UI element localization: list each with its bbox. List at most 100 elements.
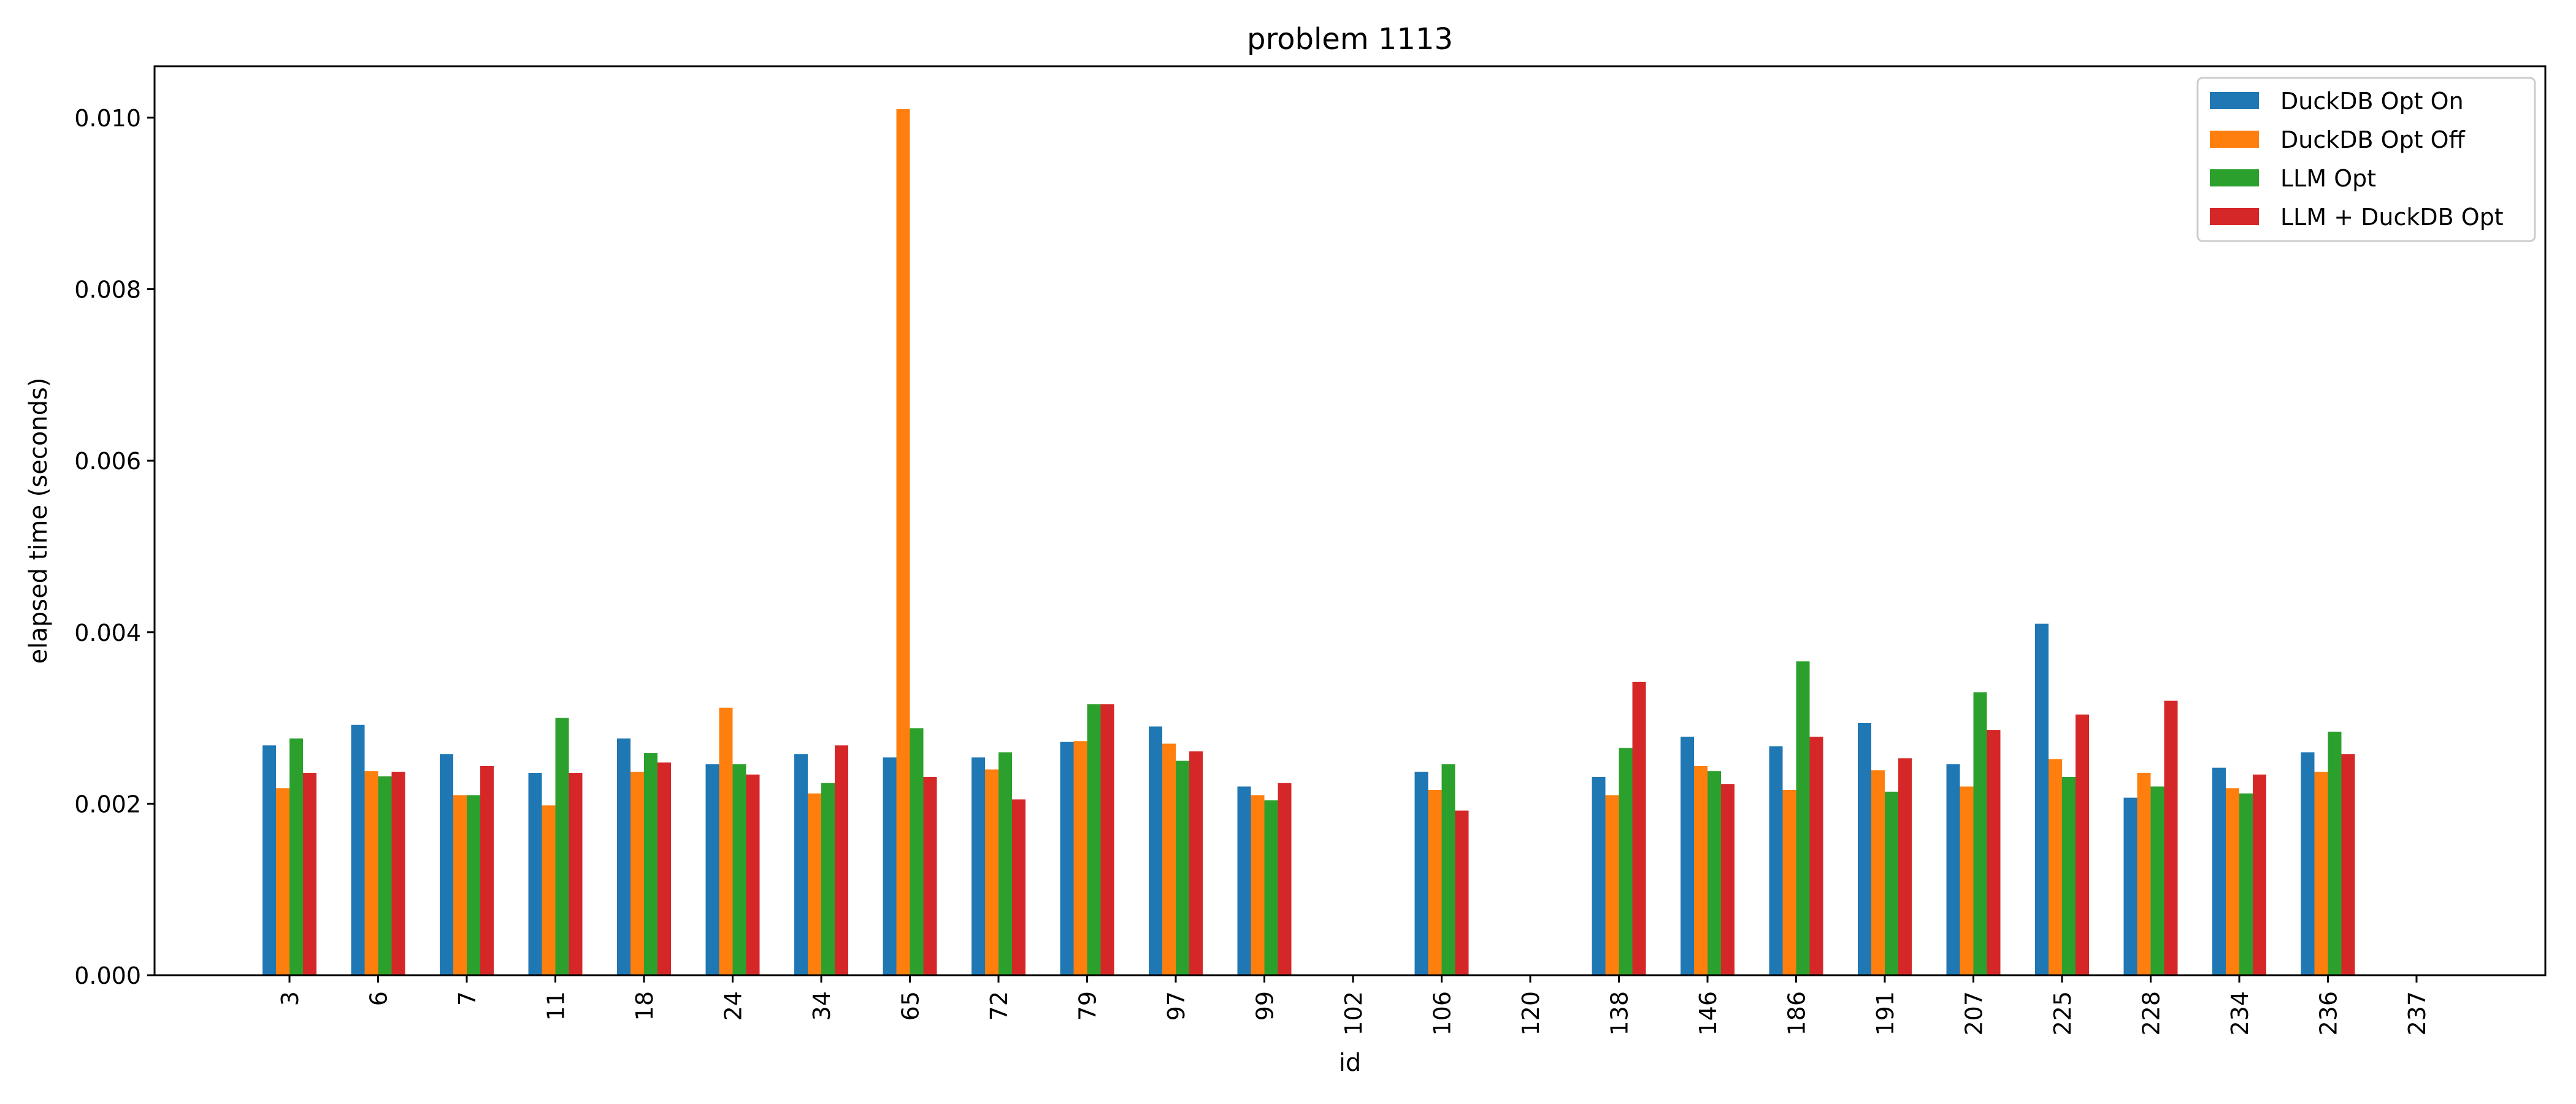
- x-tick-label: 106: [1429, 991, 1456, 1036]
- bar-6-series-4: [391, 772, 405, 975]
- bar-7-series-3: [467, 795, 480, 975]
- bar-207-series-1: [1946, 764, 1960, 975]
- bar-228-series-2: [2137, 773, 2151, 975]
- bar-99-series-4: [1278, 783, 1292, 975]
- bar-72-series-3: [999, 752, 1012, 975]
- bar-79-series-2: [1073, 741, 1087, 975]
- bar-236-series-3: [2328, 731, 2342, 975]
- bar-65-series-1: [883, 757, 897, 975]
- bar-138-series-2: [1605, 795, 1619, 975]
- legend: DuckDB Opt On DuckDB Opt Off LLM Opt LLM + …: [2196, 77, 2536, 242]
- bar-24-series-2: [719, 707, 733, 975]
- bar-6-series-3: [378, 776, 392, 975]
- bar-138-series-3: [1619, 748, 1633, 975]
- x-tick-label: 191: [1872, 991, 1899, 1036]
- x-tick-label: 237: [2404, 991, 2431, 1036]
- chart-title: problem 1113: [1247, 22, 1453, 56]
- bar-11-series-4: [569, 773, 583, 975]
- bar-18-series-2: [631, 772, 644, 975]
- legend-swatch: [2210, 92, 2259, 109]
- bar-191-series-3: [1885, 791, 1898, 975]
- bar-11-series-1: [528, 773, 542, 975]
- y-tick-label: 0.008: [74, 277, 141, 304]
- y-tick-label: 0.004: [74, 619, 141, 646]
- bar-234-series-3: [2239, 793, 2253, 975]
- bar-72-series-1: [972, 757, 985, 975]
- x-tick-label: 79: [1075, 991, 1102, 1021]
- bar-3-series-3: [289, 738, 303, 975]
- bar-225-series-3: [2062, 777, 2076, 975]
- bar-106-series-2: [1428, 790, 1442, 975]
- bar-186-series-3: [1796, 661, 1810, 975]
- bar-225-series-4: [2076, 715, 2089, 975]
- bar-146-series-1: [1681, 737, 1694, 975]
- x-tick-label: 207: [1961, 991, 1988, 1036]
- x-tick-label: 11: [543, 991, 570, 1021]
- bar-146-series-3: [1708, 771, 1721, 975]
- bar-99-series-2: [1251, 795, 1265, 975]
- bar-79-series-3: [1087, 704, 1101, 975]
- bar-138-series-1: [1592, 777, 1606, 975]
- bar-207-series-2: [1960, 786, 1974, 975]
- bar-97-series-4: [1189, 751, 1203, 975]
- bar-186-series-1: [1769, 746, 1783, 975]
- bar-186-series-4: [1809, 737, 1823, 975]
- bar-7-series-4: [480, 765, 494, 975]
- legend-swatch: [2210, 131, 2259, 148]
- legend-label: DuckDB Opt On: [2280, 88, 2464, 115]
- bar-24-series-1: [705, 764, 719, 975]
- bar-7-series-2: [453, 795, 467, 975]
- bar-65-series-3: [910, 728, 924, 975]
- bar-138-series-4: [1632, 681, 1646, 975]
- x-tick-label: 18: [631, 991, 658, 1021]
- bar-65-series-4: [923, 777, 937, 975]
- bar-72-series-4: [1012, 799, 1025, 975]
- x-tick-label: 102: [1340, 991, 1367, 1036]
- bar-97-series-1: [1149, 726, 1162, 975]
- legend-swatch: [2210, 169, 2259, 186]
- bar-18-series-4: [657, 762, 671, 975]
- bar-225-series-1: [2035, 623, 2049, 975]
- plot-area-frame: [153, 65, 2547, 976]
- bar-191-series-4: [1898, 758, 1912, 975]
- bar-7-series-1: [440, 754, 453, 975]
- bar-24-series-4: [746, 774, 760, 975]
- x-tick-label: 236: [2315, 991, 2342, 1036]
- bar-234-series-1: [2212, 767, 2226, 975]
- x-tick-label: 97: [1163, 991, 1190, 1021]
- bar-236-series-2: [2314, 772, 2328, 975]
- x-tick-label: 234: [2226, 991, 2253, 1036]
- bar-234-series-2: [2226, 788, 2239, 975]
- legend-label: LLM Opt: [2280, 165, 2376, 192]
- bar-34-series-1: [794, 754, 808, 975]
- x-tick-label: 7: [454, 991, 481, 1006]
- bar-236-series-1: [2301, 752, 2315, 975]
- x-tick-label: 6: [366, 991, 393, 1006]
- bars-group: [263, 109, 2355, 975]
- y-tick-label: 0.000: [74, 962, 141, 989]
- bar-234-series-4: [2253, 774, 2266, 975]
- bar-79-series-4: [1100, 704, 1114, 975]
- bar-34-series-2: [808, 793, 821, 975]
- y-axis-label: elapsed time (seconds): [25, 378, 53, 664]
- bar-191-series-2: [1871, 770, 1885, 975]
- bar-191-series-1: [1858, 723, 1871, 975]
- bar-11-series-2: [542, 805, 556, 975]
- bar-186-series-2: [1782, 790, 1796, 975]
- x-tick-label: 65: [897, 991, 924, 1021]
- bar-3-series-1: [263, 745, 276, 975]
- bar-207-series-3: [1973, 692, 1987, 975]
- x-tick-label: 225: [2049, 991, 2076, 1036]
- bar-65-series-2: [896, 109, 910, 975]
- bar-99-series-1: [1237, 786, 1251, 975]
- x-axis-label: id: [1339, 1049, 1362, 1077]
- bar-79-series-1: [1060, 742, 1074, 975]
- bar-72-series-2: [985, 769, 999, 975]
- x-tick-label: 138: [1606, 991, 1633, 1036]
- x-tick-label: 228: [2138, 991, 2165, 1036]
- bar-6-series-2: [364, 771, 378, 975]
- legend-label: LLM + DuckDB Opt: [2280, 204, 2504, 231]
- bar-146-series-2: [1694, 765, 1708, 975]
- x-tick-label: 120: [1517, 991, 1544, 1036]
